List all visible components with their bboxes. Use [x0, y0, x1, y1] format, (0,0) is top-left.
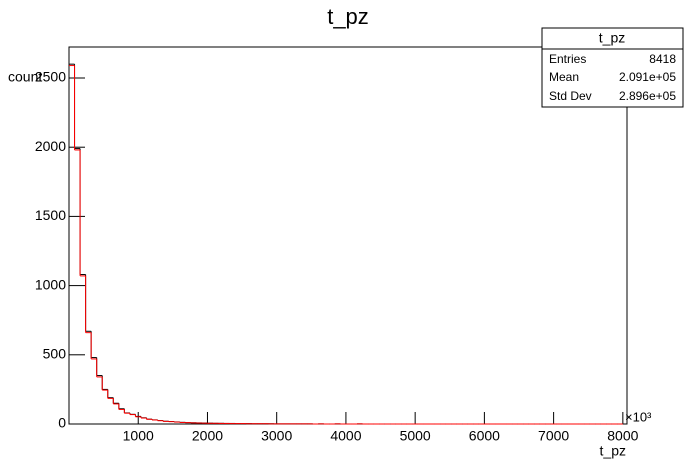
- y-tick-label: 1500: [35, 207, 66, 223]
- stats-key: Std Dev: [549, 89, 592, 103]
- y-tick-label: 500: [43, 346, 67, 362]
- stats-key: Entries: [549, 52, 586, 66]
- x-tick-label: 6000: [469, 428, 500, 444]
- x-tick-label: 3000: [261, 428, 292, 444]
- x-tick-label: 4000: [330, 428, 361, 444]
- stats-frame: [541, 27, 684, 108]
- x-tick-label: 8000: [607, 428, 638, 444]
- x-tick-label: 5000: [400, 428, 431, 444]
- y-tick-label: 2000: [35, 138, 66, 154]
- y-tick-label: 1000: [35, 276, 66, 292]
- y-tick-label: 0: [58, 415, 66, 431]
- stats-key: Mean: [549, 70, 579, 84]
- stats-value: 2.091e+05: [619, 70, 676, 84]
- stats-value: 8418: [649, 52, 676, 66]
- stats-title: t_pz: [599, 30, 625, 46]
- stats-box: t_pz Entries 8418 Mean 2.091e+05 Std Dev…: [541, 27, 684, 108]
- x-multiplier: ×10³: [625, 409, 652, 424]
- x-tick-label: 1000: [123, 428, 154, 444]
- stats-value: 2.896e+05: [619, 89, 676, 103]
- x-tick-label: 2000: [192, 428, 223, 444]
- x-tick-label: 7000: [538, 428, 569, 444]
- y-tick-label: 2500: [35, 69, 66, 85]
- chart-title: t_pz: [327, 4, 369, 29]
- y-axis-label: count: [8, 69, 42, 85]
- x-axis-label: t_pz: [600, 443, 626, 459]
